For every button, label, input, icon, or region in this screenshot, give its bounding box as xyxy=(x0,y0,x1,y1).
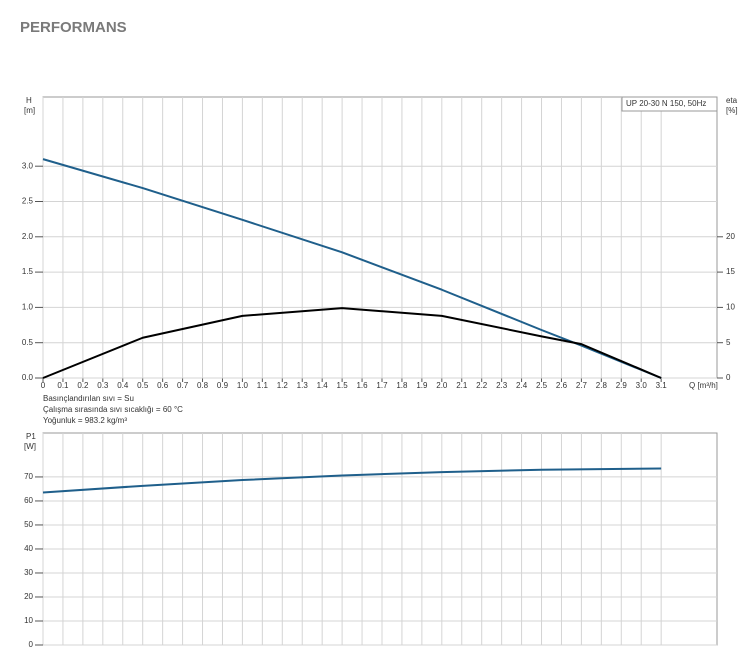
y-tick-label: 2.5 xyxy=(22,197,34,206)
x-tick-label: 0 xyxy=(41,381,46,390)
x-tick-label: 1.0 xyxy=(237,381,249,390)
y-tick-label: 50 xyxy=(24,520,33,529)
y-tick-label: 10 xyxy=(24,616,33,625)
model-label: UP 20-30 N 150, 50Hz xyxy=(626,99,706,108)
y2-axis-unit: [%] xyxy=(726,106,738,115)
note: Basınçlandırılan sıvı = Su xyxy=(43,394,134,403)
y-tick-label: 1.0 xyxy=(22,303,34,312)
y-axis-label: P1 xyxy=(26,432,36,441)
x-tick-label: 2.5 xyxy=(536,381,548,390)
y2-tick-label: 15 xyxy=(726,267,735,276)
x-tick-label: 1.5 xyxy=(337,381,349,390)
y2-tick-label: 10 xyxy=(726,303,735,312)
y-tick-label: 60 xyxy=(24,496,33,505)
y-tick-label: 0.0 xyxy=(22,373,34,382)
x-tick-label: 2.2 xyxy=(476,381,488,390)
y-tick-label: 40 xyxy=(24,544,33,553)
x-tick-label: 2.3 xyxy=(496,381,508,390)
x-tick-label: 0.3 xyxy=(97,381,109,390)
y-tick-label: 2.0 xyxy=(22,232,34,241)
curve xyxy=(42,307,662,379)
x-tick-label: 1.8 xyxy=(396,381,408,390)
x-tick-label: 0.6 xyxy=(157,381,169,390)
curve xyxy=(42,467,662,494)
x-tick-label: 2.6 xyxy=(556,381,568,390)
y-axis-label: H xyxy=(26,96,32,105)
y-tick-label: 20 xyxy=(24,592,33,601)
y2-axis-label: eta xyxy=(726,96,738,105)
y-tick-label: 1.5 xyxy=(22,267,34,276)
x-tick-label: 2.0 xyxy=(436,381,448,390)
x-tick-label: 3.0 xyxy=(636,381,648,390)
x-tick-label: 2.9 xyxy=(616,381,628,390)
x-tick-label: 1.7 xyxy=(376,381,388,390)
x-tick-label: 1.4 xyxy=(317,381,329,390)
y-tick-label: 0.5 xyxy=(22,338,34,347)
x-tick-label: 0.2 xyxy=(77,381,89,390)
x-tick-label: 0.7 xyxy=(177,381,189,390)
y2-tick-label: 0 xyxy=(726,373,731,382)
x-tick-label: 0.1 xyxy=(57,381,69,390)
model-box xyxy=(621,96,718,112)
y-axis-unit: [m] xyxy=(24,106,35,115)
y-tick-label: 0 xyxy=(29,640,34,649)
x-tick-label: 0.5 xyxy=(137,381,149,390)
y2-tick-label: 20 xyxy=(726,232,735,241)
plot-area xyxy=(42,96,718,379)
x-tick-label: 2.8 xyxy=(596,381,608,390)
x-tick-label: 2.4 xyxy=(516,381,528,390)
x-tick-label: 1.9 xyxy=(416,381,428,390)
y-tick-label: 3.0 xyxy=(22,161,34,170)
x-axis-label: Q [m³/h] xyxy=(689,381,718,390)
page-title: PERFORMANS xyxy=(20,19,127,36)
x-tick-label: 1.6 xyxy=(356,381,368,390)
x-tick-label: 0.8 xyxy=(197,381,209,390)
plot-area xyxy=(42,432,718,646)
y2-tick-label: 5 xyxy=(726,338,731,347)
x-tick-label: 2.1 xyxy=(456,381,468,390)
x-tick-label: 1.3 xyxy=(297,381,309,390)
y-axis-unit: [W] xyxy=(24,442,36,451)
y-tick-label: 30 xyxy=(24,568,33,577)
note: Çalışma sırasında sıvı sıcaklığı = 60 °C xyxy=(43,405,183,414)
note: Yoğunluk = 983.2 kg/m³ xyxy=(43,416,127,425)
x-tick-label: 2.7 xyxy=(576,381,588,390)
x-tick-label: 1.1 xyxy=(257,381,269,390)
x-tick-label: 0.4 xyxy=(117,381,129,390)
y-tick-label: 70 xyxy=(24,472,33,481)
x-tick-label: 0.9 xyxy=(217,381,229,390)
x-tick-label: 1.2 xyxy=(277,381,289,390)
x-tick-label: 3.1 xyxy=(656,381,668,390)
